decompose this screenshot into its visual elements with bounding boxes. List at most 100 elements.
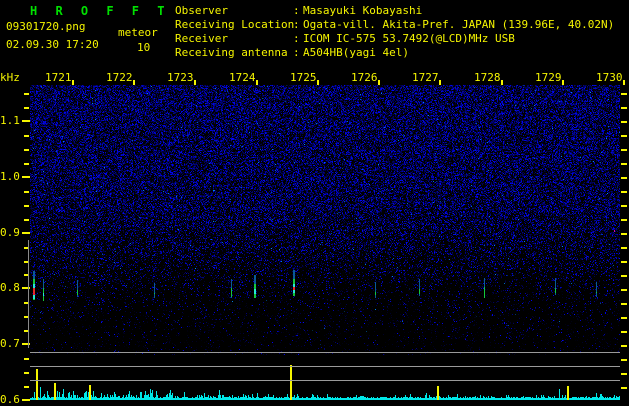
y-axis-tick-right [621, 261, 627, 263]
y-axis-label-1-1: 1.1 [0, 114, 20, 127]
x-axis-label-1723: 1723 [167, 71, 194, 84]
info-key-receiving-antenna: Receiving antenna [175, 46, 288, 59]
x-axis-label-1729: 1729 [535, 71, 562, 84]
spectrogram-plot: kHz 1.1 1.0 0.9 0.8 0.7 0.6 1721 1722 1723 1724 17… [0, 66, 629, 406]
y-axis-tick-right [621, 107, 627, 109]
info-value-receiver: ICOM IC-575 53.7492(@LCD)MHz USB [303, 32, 515, 45]
x-axis-label-1725: 1725 [290, 71, 317, 84]
y-axis-tick-right [621, 387, 627, 389]
y-axis-tick-major [22, 399, 30, 401]
x-axis-tick [439, 80, 441, 85]
y-axis-tick-right [621, 359, 627, 361]
y-axis-tick-right [621, 149, 627, 151]
y-axis-tick-right [621, 331, 627, 333]
info-row-observer: Observer : Masayuki Kobayashi [175, 4, 614, 18]
info-key-receiver: Receiver [175, 32, 228, 45]
amplitude-strip-canvas [30, 358, 620, 400]
y-axis-tick-right [621, 345, 627, 347]
info-key-receiving-location: Receiving Location [175, 18, 295, 31]
amplitude-strip-chart [30, 358, 620, 400]
y-axis-tick-right [621, 219, 627, 221]
y-axis-tick-right [621, 289, 627, 291]
file-name-label: 09301720.png [6, 20, 86, 33]
y-axis-unit-label: kHz [0, 71, 20, 84]
x-axis-tick [133, 80, 135, 85]
y-axis-tick-minor [24, 261, 29, 263]
y-axis-tick-right [621, 317, 627, 319]
info-value-receiving-location: Ogata-vill. Akita-Pref. JAPAN (139.96E, … [303, 18, 615, 31]
info-colon-receiver: : [293, 32, 300, 45]
x-axis-tick [562, 80, 564, 85]
x-axis-tick [501, 80, 503, 85]
y-axis-tick-minor [24, 219, 29, 221]
info-key-observer: Observer [175, 4, 228, 17]
y-axis-tick-minor [24, 205, 29, 207]
y-axis-tick-right [621, 247, 627, 249]
y-axis-tick-right [621, 191, 627, 193]
y-axis-tick-minor [24, 302, 29, 304]
meteor-count-value: 10 [137, 41, 151, 54]
x-axis-tick [317, 80, 319, 85]
y-axis-label-0-9: 0.9 [0, 226, 20, 239]
x-axis-label-1721: 1721 [45, 71, 72, 84]
x-axis-label-1728: 1728 [474, 71, 501, 84]
info-row-receiving-location: Receiving Location : Ogata-vill. Akita-P… [175, 18, 614, 32]
strip-chart-gridline [30, 380, 620, 381]
info-value-receiving-antenna: A504HB(yagi 4el) [303, 46, 409, 59]
y-axis-tick-right [621, 275, 627, 277]
y-axis-tick-minor [24, 386, 29, 388]
header-panel: H R O F F T 09301720.png 02.09.30 17:20 … [0, 0, 629, 66]
y-axis-tick-minor [24, 149, 29, 151]
y-axis-tick-minor [24, 358, 29, 360]
x-axis-tick [194, 80, 196, 85]
y-axis-tick-minor [24, 135, 29, 137]
y-axis-tick-right [621, 303, 627, 305]
vertical-reference-line [28, 240, 29, 348]
y-axis-tick-minor [24, 163, 29, 165]
x-axis-label-1724: 1724 [229, 71, 256, 84]
y-axis-tick-minor [24, 330, 29, 332]
y-axis-tick-right [621, 135, 627, 137]
y-axis-tick-minor [24, 372, 29, 374]
y-axis-tick-minor [24, 107, 29, 109]
x-axis-tick [256, 80, 258, 85]
y-axis-tick-right [621, 205, 627, 207]
y-axis-tick-minor [24, 93, 29, 95]
y-axis-tick-right [621, 93, 627, 95]
x-axis-tick [623, 80, 625, 85]
spectrogram-canvas [30, 85, 620, 355]
strip-chart-gridline [30, 366, 620, 367]
x-axis-label-1726: 1726 [351, 71, 378, 84]
y-axis-tick-minor [24, 191, 29, 193]
file-datetime-label: 02.09.30 17:20 [6, 38, 99, 51]
info-row-receiving-antenna: Receiving antenna : A504HB(yagi 4el) [175, 46, 614, 60]
y-axis-tick-minor [24, 316, 29, 318]
y-axis-tick-major [22, 287, 30, 289]
info-colon-observer: : [293, 4, 300, 17]
info-colon-receiving-antenna: : [293, 46, 300, 59]
x-axis-tick [378, 80, 380, 85]
y-axis-tick-minor [24, 274, 29, 276]
strip-chart-gridline [30, 352, 620, 353]
y-axis-label-0-7: 0.7 [0, 337, 20, 350]
station-info-block: Observer : Masayuki Kobayashi Receiving … [175, 4, 614, 60]
y-axis-label-1-0: 1.0 [0, 170, 20, 183]
x-axis-label-1730: 1730 [596, 71, 623, 84]
x-axis-tick [72, 80, 74, 85]
y-axis-tick-major [22, 343, 30, 345]
y-axis-label-0-8: 0.8 [0, 281, 20, 294]
app-title: H R O F F T [30, 4, 170, 18]
meteor-label: meteor [118, 26, 158, 39]
x-axis-label-1727: 1727 [412, 71, 439, 84]
info-value-observer: Masayuki Kobayashi [303, 4, 423, 17]
info-row-receiver: Receiver : ICOM IC-575 53.7492(@LCD)MHz … [175, 32, 614, 46]
y-axis-tick-major [22, 176, 30, 178]
spectrogram-image [30, 85, 620, 355]
y-axis-tick-minor [24, 247, 29, 249]
x-axis-label-1722: 1722 [106, 71, 133, 84]
y-axis-tick-right [621, 121, 627, 123]
info-colon-receiving-location: : [293, 18, 300, 31]
y-axis-tick-right [621, 163, 627, 165]
y-axis-tick-right [621, 373, 627, 375]
